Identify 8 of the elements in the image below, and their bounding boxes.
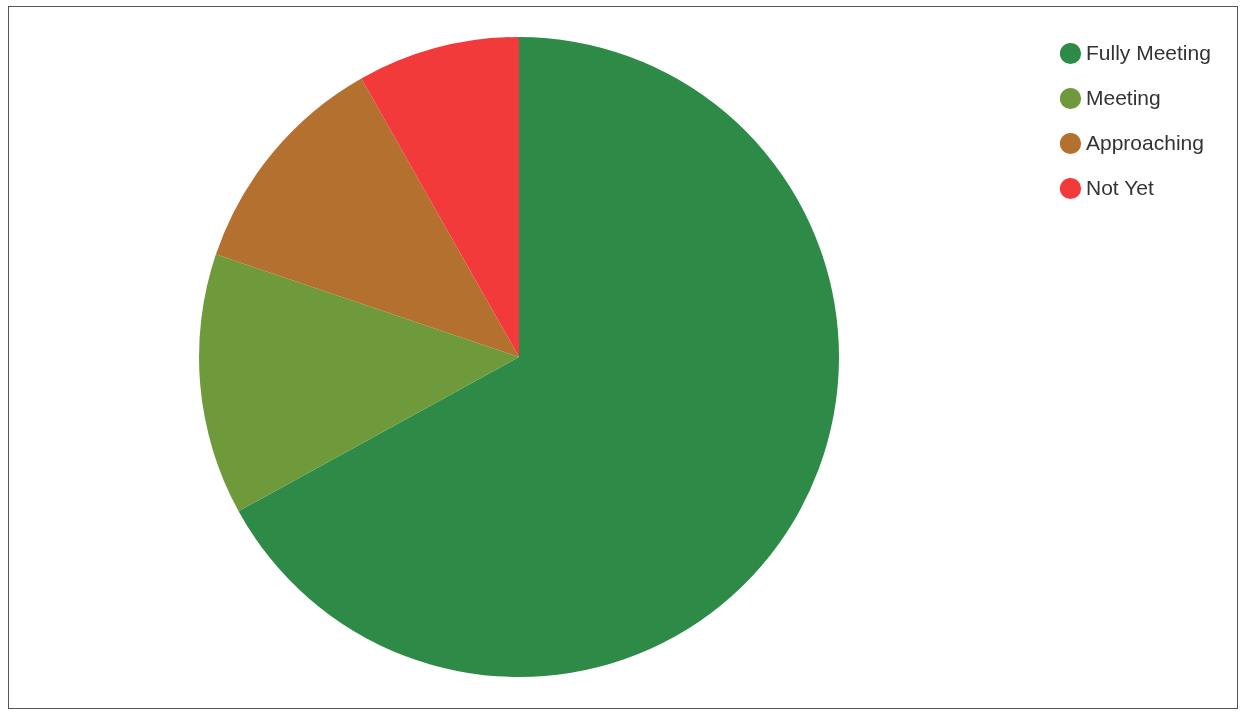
legend-label: Not Yet bbox=[1086, 175, 1154, 199]
pie-slice bbox=[215, 78, 519, 357]
pie-slice bbox=[238, 37, 839, 677]
legend-label: Approaching bbox=[1086, 130, 1204, 154]
legend-label: Fully Meeting bbox=[1086, 40, 1211, 64]
pie-slice bbox=[361, 37, 519, 357]
pie-slice bbox=[199, 254, 519, 512]
legend-label: Meeting bbox=[1086, 85, 1161, 109]
